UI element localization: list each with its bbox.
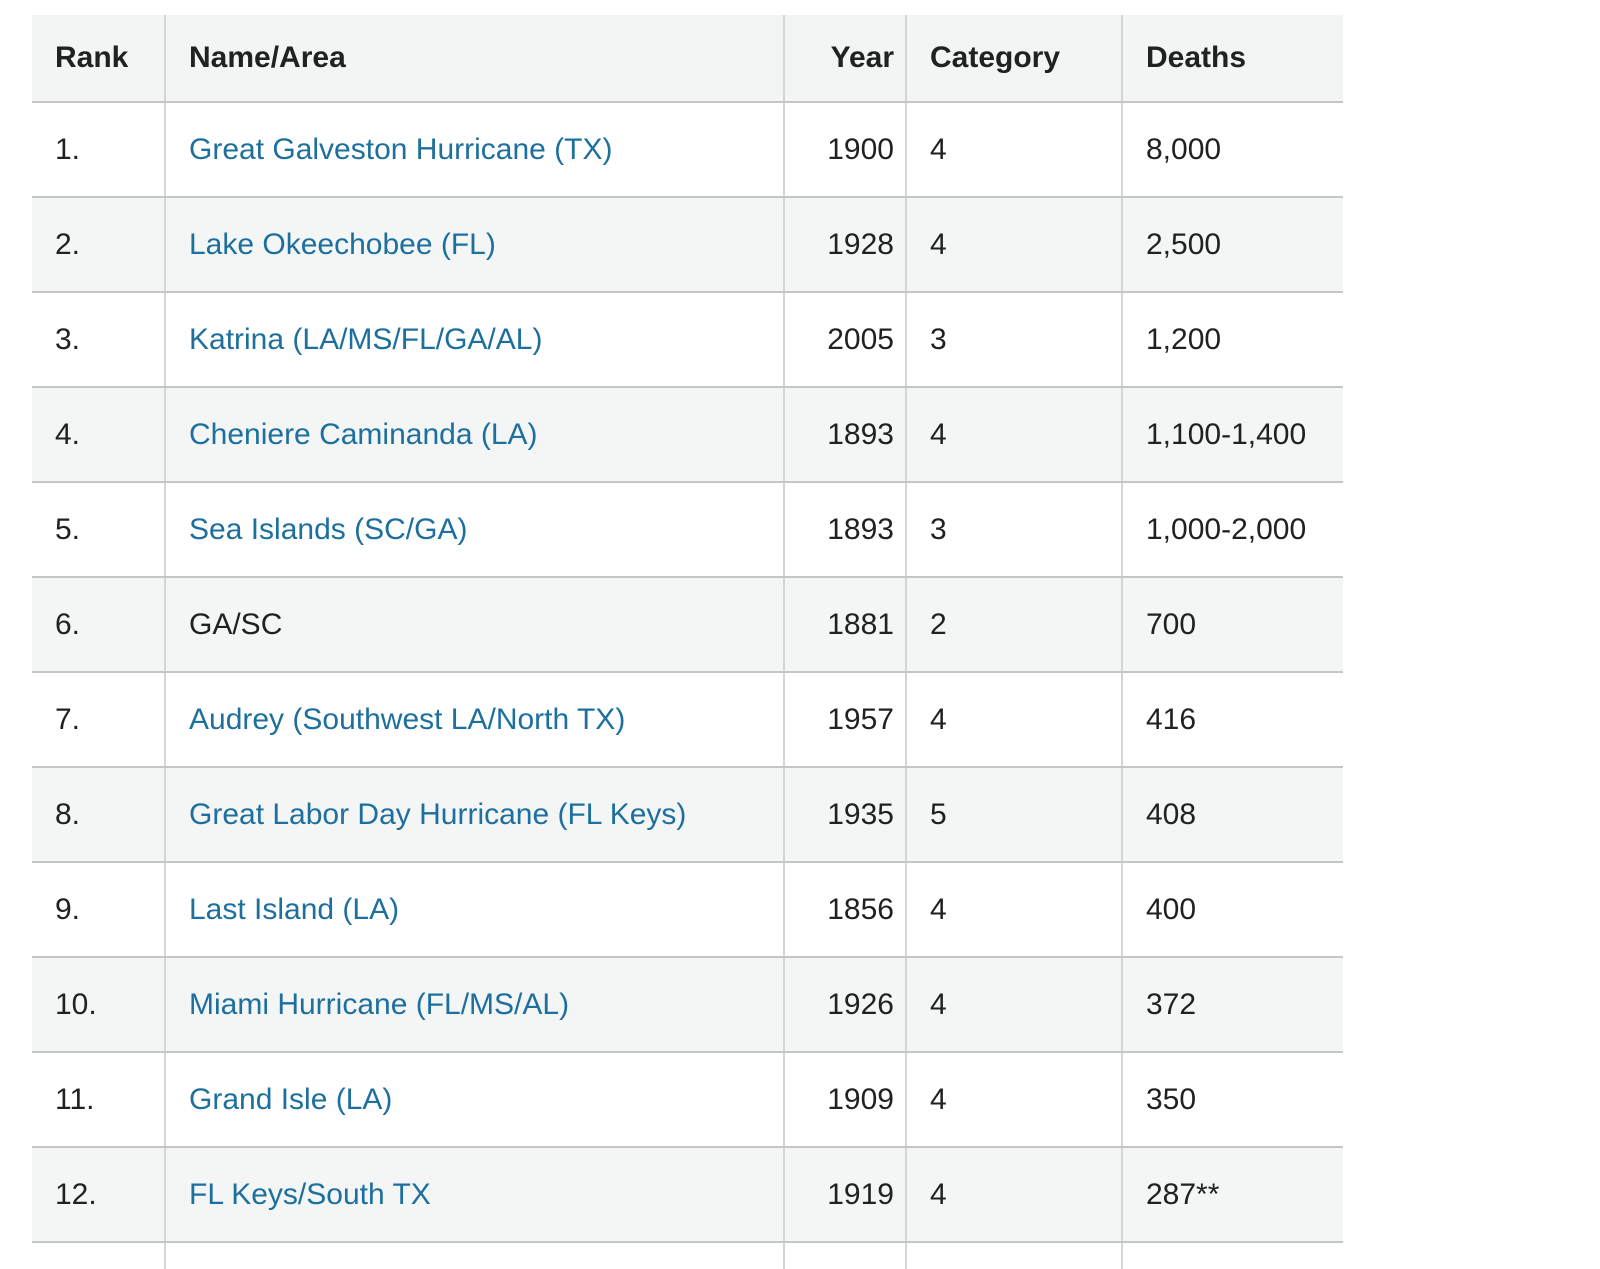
name-cell: Great Galveston Hurricane (TX): [164, 102, 784, 198]
year-cell: 1909: [783, 1052, 906, 1148]
hurricane-link[interactable]: Miami Hurricane (FL/MS/AL): [189, 987, 570, 1021]
category-cell: 4: [905, 1147, 1122, 1243]
table-row: 2. Lake Okeechobee (FL) 1928 4 2,500: [32, 197, 1343, 293]
category-cell: [905, 1242, 1122, 1269]
rank-cell: 11.: [32, 1052, 165, 1148]
rank-cell: 2.: [32, 197, 165, 293]
table-row: 4. Cheniere Caminanda (LA) 1893 4 1,100-…: [32, 387, 1343, 483]
category-cell: 4: [905, 387, 1122, 483]
hurricane-link[interactable]: Grand Isle (LA): [189, 1082, 393, 1116]
category-cell: 4: [905, 1052, 1122, 1148]
hurricane-link[interactable]: Last Island (LA): [189, 892, 400, 926]
name-cell: Sea Islands (SC/GA): [164, 482, 784, 578]
name-cell: Audrey (Southwest LA/North TX): [164, 672, 784, 768]
table-row: 7. Audrey (Southwest LA/North TX) 1957 4…: [32, 672, 1343, 768]
rank-cell: [32, 1242, 165, 1269]
category-cell: 5: [905, 767, 1122, 863]
category-cell: 2: [905, 577, 1122, 673]
year-cell: 1893: [783, 387, 906, 483]
name-cell: Last Island (LA): [164, 862, 784, 958]
table-row: 1. Great Galveston Hurricane (TX) 1900 4…: [32, 102, 1343, 198]
deaths-cell: 416: [1121, 672, 1343, 768]
name-cell: Katrina (LA/MS/FL/GA/AL): [164, 292, 784, 388]
rank-cell: 10.: [32, 957, 165, 1053]
rank-cell: 3.: [32, 292, 165, 388]
table-row: 6. GA/SC 1881 2 700: [32, 577, 1343, 673]
hurricane-link[interactable]: Great Galveston Hurricane (TX): [189, 132, 613, 166]
table-row: 10. Miami Hurricane (FL/MS/AL) 1926 4 37…: [32, 957, 1343, 1053]
name-cell: Cheniere Caminanda (LA): [164, 387, 784, 483]
year-cell: 1928: [783, 197, 906, 293]
name-cell: [164, 1242, 784, 1269]
deaths-cell: 350: [1121, 1052, 1343, 1148]
category-cell: 4: [905, 672, 1122, 768]
table-row-partial: [32, 1242, 1343, 1269]
hurricane-link[interactable]: Lake Okeechobee (FL): [189, 227, 496, 261]
rank-cell: 12.: [32, 1147, 165, 1243]
deaths-cell: 400: [1121, 862, 1343, 958]
name-cell: GA/SC: [164, 577, 784, 673]
table-row: 9. Last Island (LA) 1856 4 400: [32, 862, 1343, 958]
name-cell: Grand Isle (LA): [164, 1052, 784, 1148]
category-cell: 4: [905, 862, 1122, 958]
hurricane-link[interactable]: Cheniere Caminanda (LA): [189, 417, 538, 451]
deaths-cell: 372: [1121, 957, 1343, 1053]
deaths-cell: 408: [1121, 767, 1343, 863]
rank-cell: 7.: [32, 672, 165, 768]
year-cell: 1926: [783, 957, 906, 1053]
category-cell: 3: [905, 482, 1122, 578]
table-header-row: Rank Name/Area Year Category Deaths: [32, 15, 1343, 103]
hurricane-link[interactable]: Great Labor Day Hurricane (FL Keys): [189, 797, 687, 831]
deaths-cell: 1,100-1,400: [1121, 387, 1343, 483]
hurricane-deaths-table: Rank Name/Area Year Category Deaths 1. G…: [32, 15, 1343, 1269]
category-cell: 4: [905, 957, 1122, 1053]
deaths-cell: 700: [1121, 577, 1343, 673]
deaths-cell: 1,200: [1121, 292, 1343, 388]
table-row: 5. Sea Islands (SC/GA) 1893 3 1,000-2,00…: [32, 482, 1343, 578]
column-header-name: Name/Area: [164, 15, 784, 103]
year-cell: 1856: [783, 862, 906, 958]
year-cell: [783, 1242, 906, 1269]
table-row: 3. Katrina (LA/MS/FL/GA/AL) 2005 3 1,200: [32, 292, 1343, 388]
hurricane-link[interactable]: FL Keys/South TX: [189, 1177, 431, 1211]
rank-cell: 5.: [32, 482, 165, 578]
name-cell: FL Keys/South TX: [164, 1147, 784, 1243]
rank-cell: 8.: [32, 767, 165, 863]
table-row: 12. FL Keys/South TX 1919 4 287**: [32, 1147, 1343, 1243]
hurricane-link[interactable]: Sea Islands (SC/GA): [189, 512, 468, 546]
category-cell: 3: [905, 292, 1122, 388]
year-cell: 2005: [783, 292, 906, 388]
name-cell: Lake Okeechobee (FL): [164, 197, 784, 293]
deaths-cell: 8,000: [1121, 102, 1343, 198]
year-cell: 1893: [783, 482, 906, 578]
deaths-cell: [1121, 1242, 1343, 1269]
year-cell: 1900: [783, 102, 906, 198]
name-cell: Great Labor Day Hurricane (FL Keys): [164, 767, 784, 863]
table-row: 11. Grand Isle (LA) 1909 4 350: [32, 1052, 1343, 1148]
column-header-rank: Rank: [32, 15, 165, 103]
rank-cell: 9.: [32, 862, 165, 958]
category-cell: 4: [905, 197, 1122, 293]
year-cell: 1935: [783, 767, 906, 863]
column-header-category: Category: [905, 15, 1122, 103]
rank-cell: 6.: [32, 577, 165, 673]
deaths-cell: 2,500: [1121, 197, 1343, 293]
table-row: 8. Great Labor Day Hurricane (FL Keys) 1…: [32, 767, 1343, 863]
rank-cell: 4.: [32, 387, 165, 483]
column-header-deaths: Deaths: [1121, 15, 1343, 103]
hurricane-link[interactable]: Audrey (Southwest LA/North TX): [189, 702, 626, 736]
hurricane-link[interactable]: Katrina (LA/MS/FL/GA/AL): [189, 322, 543, 356]
deaths-cell: 1,000-2,000: [1121, 482, 1343, 578]
rank-cell: 1.: [32, 102, 165, 198]
year-cell: 1881: [783, 577, 906, 673]
year-cell: 1957: [783, 672, 906, 768]
name-cell: Miami Hurricane (FL/MS/AL): [164, 957, 784, 1053]
year-cell: 1919: [783, 1147, 906, 1243]
category-cell: 4: [905, 102, 1122, 198]
column-header-year: Year: [783, 15, 906, 103]
deaths-cell: 287**: [1121, 1147, 1343, 1243]
